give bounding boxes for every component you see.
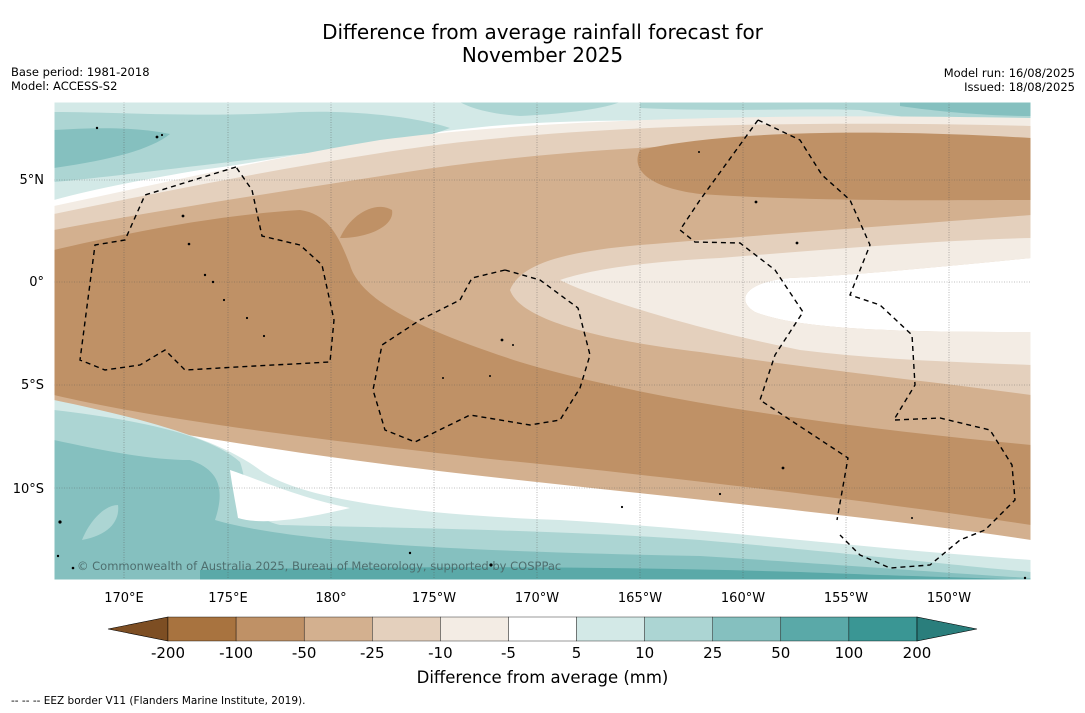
copyright-notice: © Commonwealth of Australia 2025, Bureau… xyxy=(77,559,561,573)
colorbar-tick-label: 25 xyxy=(703,644,722,662)
model-info: Base period: 1981-2018 Model: ACCESS-S2 xyxy=(11,65,150,93)
title-line-1: Difference from average rainfall forecas… xyxy=(322,20,763,44)
model-name: Model: ACCESS-S2 xyxy=(11,79,118,93)
colorbar-tick-label: 10 xyxy=(635,644,654,662)
colorbar-tick-label: 50 xyxy=(771,644,790,662)
lon-label: 150°W xyxy=(927,591,971,606)
lat-labels: 5°N 0° 5°S 10°S xyxy=(13,173,44,497)
lat-label-10s: 10°S xyxy=(13,482,44,497)
lon-label: 175°E xyxy=(208,591,248,606)
lon-label: 180° xyxy=(315,591,346,606)
north-teal-band-2 xyxy=(54,111,450,182)
lat-label-0: 0° xyxy=(29,275,44,290)
colorbar-swatch xyxy=(372,616,441,642)
colorbar-tick-label: -200 xyxy=(151,644,185,662)
colorbar-tick-label: -100 xyxy=(219,644,253,662)
colorbar-swatch xyxy=(576,616,645,642)
east-light-patch xyxy=(560,238,1031,365)
eez-kiribati-phoenix xyxy=(372,269,591,443)
lon-label: 160°W xyxy=(721,591,765,606)
dry-band-4 xyxy=(54,210,1031,525)
colorbar-swatch xyxy=(440,616,509,642)
dry-band-4c xyxy=(340,206,393,238)
eez-kiribati-line xyxy=(679,119,849,521)
dry-band-4b xyxy=(637,132,1031,201)
colorbar-tick-label: -5 xyxy=(501,644,516,662)
run-info: Model run: 16/08/2025 Issued: 18/08/2025 xyxy=(944,66,1075,94)
east-white-patch xyxy=(745,258,1031,332)
colorbar-tick-label: 200 xyxy=(903,644,932,662)
colorbar-tick-label: -50 xyxy=(292,644,317,662)
islands xyxy=(56,126,1027,580)
eez-kiribati-gilberts xyxy=(79,166,335,371)
lon-label: 170°E xyxy=(104,591,144,606)
chart-title: Difference from average rainfall forecas… xyxy=(0,21,1085,67)
north-teal-mid xyxy=(460,102,620,116)
colorbar-ticks: -200 -100 -50 -25 -10 -5 5 10 25 50 100 200 xyxy=(151,644,931,662)
colorbar-swatch xyxy=(712,616,782,642)
lon-label: 170°W xyxy=(515,591,559,606)
lat-label-5s: 5°S xyxy=(21,378,44,393)
colorbar-swatch xyxy=(644,616,713,642)
colorbar-swatch xyxy=(848,616,918,642)
gridlines xyxy=(54,102,1031,580)
model-run: Model run: 16/08/2025 xyxy=(943,66,1075,80)
colorbar xyxy=(107,616,978,642)
colorbar-swatch xyxy=(508,616,577,642)
colorbar-swatch xyxy=(780,616,850,642)
north-teal-ne-2 xyxy=(900,102,1031,116)
colorbar-swatch xyxy=(303,616,373,642)
rainfall-contours xyxy=(54,102,1031,580)
south-teal-band-3 xyxy=(54,440,1031,580)
lon-label: 175°W xyxy=(412,591,456,606)
lon-label: 155°W xyxy=(824,591,868,606)
base-period: Base period: 1981-2018 xyxy=(11,65,150,79)
colorbar-tick-label: 100 xyxy=(835,644,864,662)
issued-date: Issued: 18/08/2025 xyxy=(964,80,1075,94)
north-teal-band-3 xyxy=(54,128,170,168)
colorbar-arrow-low xyxy=(107,616,169,642)
eez-footnote: -- -- -- EEZ border V11 (Flanders Marine… xyxy=(11,695,306,707)
colorbar-arrow-high xyxy=(916,616,978,642)
south-teal-inner xyxy=(82,505,119,540)
eez-borders xyxy=(79,119,1016,569)
colorbar-tick-label: -10 xyxy=(428,644,453,662)
colorbar-tick-label: -25 xyxy=(360,644,385,662)
south-white-gap xyxy=(230,470,350,522)
south-teal-band-4 xyxy=(200,567,1031,580)
eez-line-east xyxy=(757,119,916,419)
colorbar-swatch xyxy=(167,616,237,642)
colorbar-swatch xyxy=(235,616,305,642)
title-line-2: November 2025 xyxy=(461,43,624,67)
colorbar-tick-label: 5 xyxy=(572,644,582,662)
colorbar-label: Difference from average (mm) xyxy=(416,668,669,687)
lon-label: 165°W xyxy=(618,591,662,606)
lat-label-5n: 5°N xyxy=(20,173,45,188)
lon-labels: 170°E 175°E 180° 175°W 170°W 165°W 160°W… xyxy=(104,591,971,606)
